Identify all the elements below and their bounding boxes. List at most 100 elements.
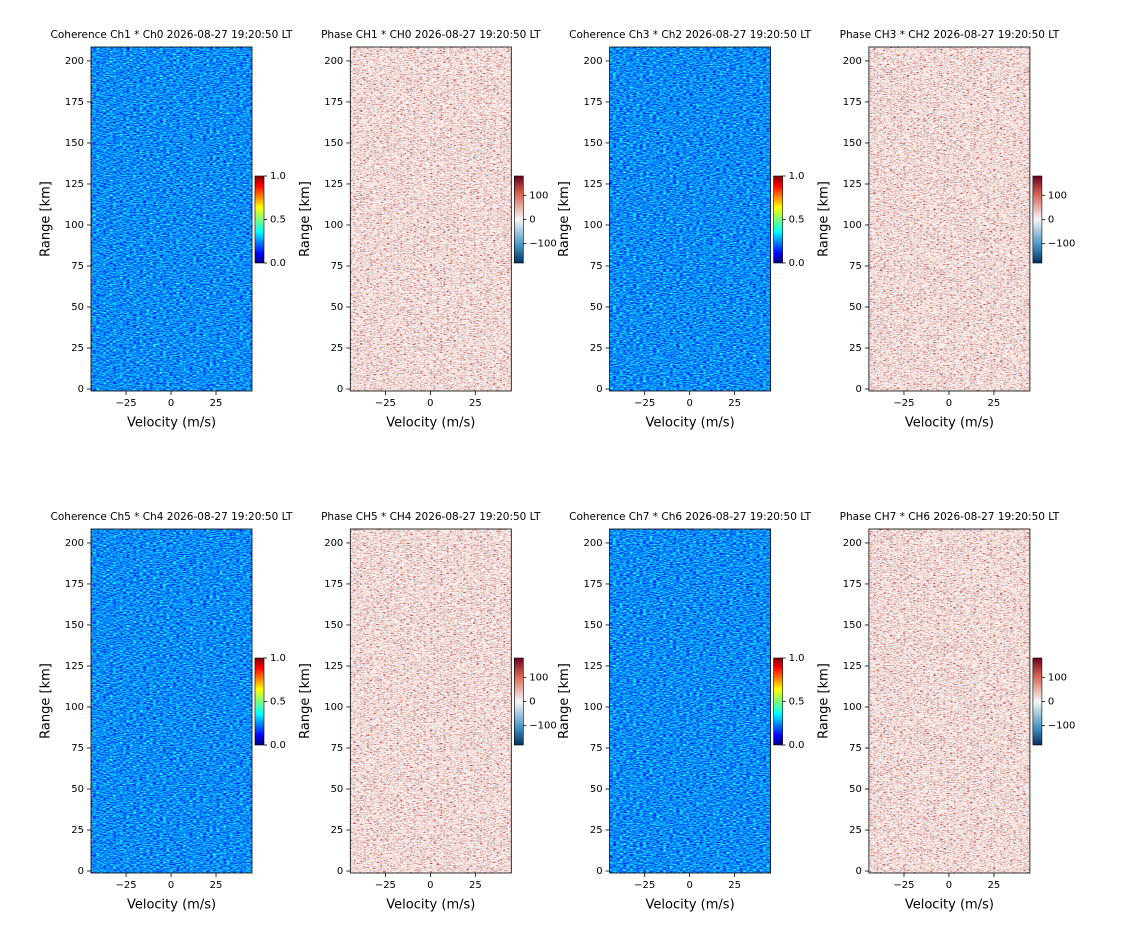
y-tick-label: 100 (65, 702, 84, 713)
y-tick-label: 25 (71, 825, 84, 836)
y-tick-label: 100 (584, 220, 603, 231)
y-tick-label: 150 (324, 620, 343, 631)
x-tick-label: 0 (427, 880, 433, 891)
panel: Coherence Ch1 * Ch0 2026-08-27 19:20:50 … (39, 29, 294, 431)
colorbar (254, 175, 265, 264)
y-axis-label: Range [km] (298, 181, 313, 257)
colorbar (1032, 657, 1043, 746)
panel: Coherence Ch5 * Ch4 2026-08-27 19:20:50 … (39, 511, 294, 913)
colorbar-tick-label: 100 (529, 190, 548, 201)
colorbar-tick-label: −100 (529, 239, 556, 250)
colorbar-tick-label: 0 (1048, 215, 1054, 226)
panel-title: Phase CH1 * CH0 2026-08-27 19:20:50 LT (321, 29, 541, 41)
colorbar-tick-label: 0 (529, 215, 535, 226)
y-tick-label: 150 (584, 620, 603, 631)
plot-frame (90, 46, 253, 392)
y-tick-label: 75 (590, 261, 603, 272)
panel: Coherence Ch3 * Ch2 2026-08-27 19:20:50 … (557, 29, 812, 431)
y-tick-label: 200 (584, 538, 603, 549)
colorbar-tick-label: 1.0 (789, 653, 805, 664)
y-tick-label: 50 (849, 784, 862, 795)
heatmap (868, 529, 1030, 873)
panel: Phase CH1 * CH0 2026-08-27 19:20:50 LT −2… (298, 29, 557, 431)
colorbar-tick-label: −100 (1048, 239, 1075, 250)
colorbar-tick-label: −100 (529, 721, 556, 732)
x-tick-label: 25 (210, 880, 223, 891)
y-tick-label: 100 (324, 220, 343, 231)
y-tick-label: 50 (590, 784, 603, 795)
y-tick-label: 125 (324, 179, 343, 190)
y-axis-label: Range [km] (557, 663, 572, 739)
x-axis-label: Velocity (m/s) (646, 898, 735, 913)
panel-title: Coherence Ch1 * Ch0 2026-08-27 19:20:50 … (51, 29, 293, 41)
y-tick-label: 175 (843, 97, 862, 108)
y-tick-label: 200 (843, 538, 862, 549)
x-tick-label: 0 (946, 398, 952, 409)
y-tick-label: 0 (596, 866, 602, 877)
y-tick-label: 200 (65, 56, 84, 67)
y-tick-label: 175 (65, 97, 84, 108)
colorbar-tick-label: 0.0 (270, 740, 286, 751)
y-tick-label: 150 (843, 620, 862, 631)
y-tick-label: 150 (65, 620, 84, 631)
colorbar-tick-label: 1.0 (270, 653, 286, 664)
x-tick-label: −25 (116, 880, 137, 891)
y-tick-label: 25 (331, 825, 344, 836)
colorbar-tick-label: 1.0 (789, 171, 805, 182)
y-tick-label: 100 (324, 702, 343, 713)
plot-frame (609, 528, 771, 874)
y-axis-label: Range [km] (816, 181, 831, 257)
y-tick-label: 150 (65, 138, 84, 149)
y-tick-label: 175 (324, 97, 343, 108)
y-tick-label: 0 (78, 866, 84, 877)
y-tick-label: 50 (71, 302, 84, 313)
y-tick-label: 25 (590, 343, 603, 354)
colorbar-tick-label: 100 (529, 672, 548, 683)
x-tick-label: 25 (728, 880, 741, 891)
y-tick-label: 0 (596, 384, 602, 395)
y-tick-label: 125 (584, 179, 603, 190)
panel-title: Phase CH3 * CH2 2026-08-27 19:20:50 LT (840, 29, 1060, 41)
colorbar-tick-label: 1.0 (270, 171, 286, 182)
x-axis-label: Velocity (m/s) (386, 416, 475, 431)
y-tick-label: 175 (584, 579, 603, 590)
y-tick-label: 200 (65, 538, 84, 549)
y-tick-label: 75 (71, 743, 84, 754)
x-tick-label: 0 (686, 398, 692, 409)
y-tick-label: 125 (584, 661, 603, 672)
y-tick-label: 75 (849, 261, 862, 272)
x-tick-label: −25 (634, 880, 655, 891)
y-tick-label: 125 (65, 179, 84, 190)
x-tick-label: 0 (168, 398, 174, 409)
heatmap (350, 47, 512, 391)
plot-frame (868, 528, 1031, 874)
panel: Phase CH3 * CH2 2026-08-27 19:20:50 LT −2… (816, 29, 1075, 431)
y-tick-label: 50 (849, 302, 862, 313)
x-tick-label: 25 (469, 880, 482, 891)
x-axis-label: Velocity (m/s) (127, 416, 216, 431)
colorbar-tick-label: 100 (1048, 190, 1067, 201)
y-tick-label: 25 (331, 343, 344, 354)
y-tick-label: 25 (849, 825, 862, 836)
y-tick-label: 0 (78, 384, 84, 395)
y-tick-label: 200 (324, 56, 343, 67)
x-tick-label: 0 (946, 880, 952, 891)
x-tick-label: −25 (893, 880, 914, 891)
x-axis-label: Velocity (m/s) (386, 898, 475, 913)
y-tick-label: 0 (856, 384, 862, 395)
y-tick-label: 25 (849, 343, 862, 354)
y-tick-label: 75 (331, 743, 344, 754)
x-tick-label: 25 (988, 880, 1001, 891)
y-tick-label: 200 (843, 56, 862, 67)
y-tick-label: 100 (843, 702, 862, 713)
colorbar-tick-label: 100 (1048, 672, 1067, 683)
colorbar-tick-label: 0.5 (270, 697, 286, 708)
colorbar (254, 657, 265, 746)
y-tick-label: 125 (843, 179, 862, 190)
y-axis-label: Range [km] (39, 663, 54, 739)
panel-title: Coherence Ch3 * Ch2 2026-08-27 19:20:50 … (569, 29, 811, 41)
panel: Coherence Ch7 * Ch6 2026-08-27 19:20:50 … (557, 511, 812, 913)
y-tick-label: 150 (584, 138, 603, 149)
panel-title: Phase CH5 * CH4 2026-08-27 19:20:50 LT (321, 511, 541, 523)
